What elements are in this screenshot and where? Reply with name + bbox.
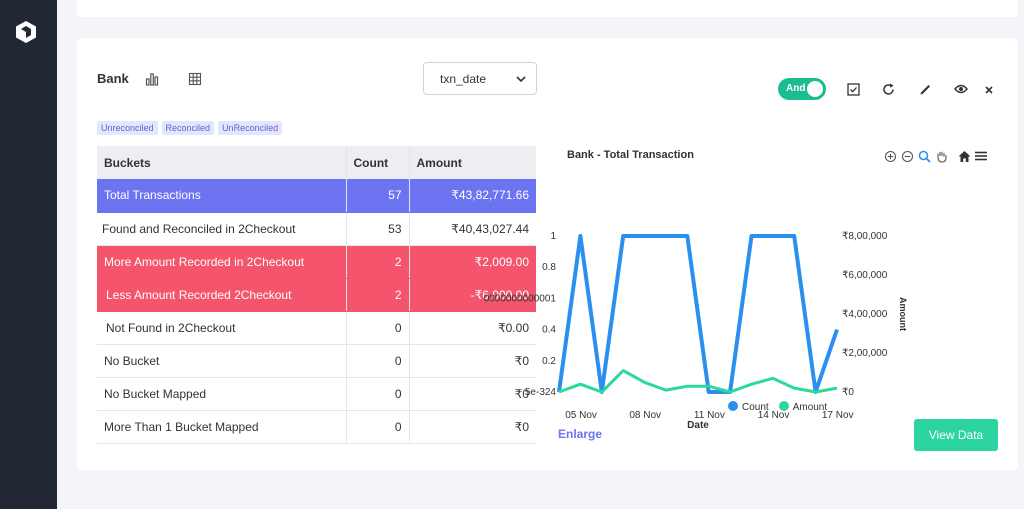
legend-count-label: Count <box>742 402 769 413</box>
bucket-count: 0 <box>345 410 409 444</box>
header-amount: Amount <box>408 146 536 179</box>
zoom-in-icon[interactable] <box>883 149 897 163</box>
y-right-axis-title: Amount <box>898 297 908 331</box>
bank-card: Bank txn_date And Unreconciled Reconcile… <box>77 38 1018 470</box>
y-right-tick-label: ₹0 <box>842 387 854 398</box>
bucket-amount: ₹0.00 <box>408 311 536 345</box>
y-left-tick-label: 5e-324 <box>525 387 557 398</box>
x-tick-label: 08 Nov <box>629 410 661 421</box>
bucket-name: Not Found in 2Checkout <box>97 311 346 345</box>
tag-unreconciled-alt[interactable]: UnReconciled <box>218 121 283 135</box>
y-left-tick-label: 0.8 <box>542 262 556 273</box>
chart-title: Bank - Total Transaction <box>567 149 694 161</box>
series-line-amount[interactable] <box>558 369 838 394</box>
bucket-amount: ₹0 <box>408 344 536 378</box>
header-count: Count <box>345 146 409 179</box>
y-right-tick-label: ₹8,00,000 <box>842 231 888 242</box>
x-axis-title: Date <box>687 420 709 431</box>
bucket-count: 0 <box>345 344 409 378</box>
y-right-tick-label: ₹2,00,000 <box>842 348 888 359</box>
legend-amount-label: Amount <box>792 402 828 413</box>
tag-unreconciled[interactable]: Unreconciled <box>97 121 158 135</box>
bucket-count: 0 <box>345 377 409 411</box>
edit-pencil-icon[interactable] <box>917 81 933 97</box>
chevron-down-icon <box>516 76 526 83</box>
y-left-tick-label: 1 <box>550 231 556 242</box>
x-tick-label: 05 Nov <box>565 410 597 421</box>
bucket-count: 53 <box>345 212 409 246</box>
table-row[interactable]: More Amount Recorded in 2Checkout 2 ₹2,0… <box>97 245 536 279</box>
toggle-label: And <box>786 83 806 94</box>
bucket-name: Total Transactions <box>97 179 346 213</box>
zoom-out-icon[interactable] <box>900 149 914 163</box>
filter-tags: Unreconciled Reconciled UnReconciled <box>97 121 283 135</box>
card-title: Bank <box>97 71 129 86</box>
chart-toolbar <box>883 149 988 163</box>
series-line-count[interactable] <box>557 234 839 394</box>
toggle-knob <box>807 81 823 97</box>
app-logo-icon[interactable] <box>14 20 38 44</box>
table-row[interactable]: No Bucket 0 ₹0 <box>97 344 536 378</box>
pan-hand-icon[interactable] <box>934 149 948 163</box>
previous-card <box>77 0 1018 17</box>
table-row[interactable]: Not Found in 2Checkout 0 ₹0.00 <box>97 311 536 345</box>
bucket-count: 57 <box>345 179 409 213</box>
bar-chart-icon[interactable] <box>144 71 160 87</box>
x-tick-label: 11 Nov <box>694 410 725 421</box>
bucket-count: 2 <box>345 245 409 279</box>
table-row[interactable]: More Than 1 Bucket Mapped 0 ₹0 <box>97 410 536 444</box>
y-right-tick-label: ₹4,00,000 <box>842 309 888 320</box>
legend-item-count[interactable]: Count <box>728 401 769 413</box>
table-row[interactable]: No Bucket Mapped 0 ₹0 <box>97 377 536 411</box>
bucket-name: No Bucket Mapped <box>97 377 346 411</box>
refresh-icon[interactable] <box>880 81 896 97</box>
x-tick-label: 14 Nov <box>758 410 790 421</box>
x-tick-label: 17 Nov <box>822 410 854 421</box>
table-row[interactable]: Total Transactions 57 ₹43,82,771.66 <box>97 179 536 213</box>
table-view-icon[interactable] <box>187 71 203 87</box>
bucket-amount: ₹0 <box>408 377 536 411</box>
y-left-tick-label: 0.4 <box>542 325 556 336</box>
bucket-amount: -₹6,000.00 <box>408 278 536 312</box>
and-or-toggle[interactable]: And <box>778 78 826 100</box>
enlarge-link[interactable]: Enlarge <box>558 427 603 441</box>
table-row[interactable]: Found and Reconciled in 2Checkout 53 ₹40… <box>97 212 536 246</box>
transaction-line-chart[interactable]: 5e-324 0.2 0.4 0000000000001 0.8 1 ₹0 ₹2,00,000… <box>407 140 927 431</box>
tag-reconciled[interactable]: Reconciled <box>161 121 215 135</box>
date-field-value: txn_date <box>440 72 487 86</box>
bucket-amount: ₹0 <box>408 410 536 444</box>
menu-icon[interactable] <box>974 149 988 163</box>
y-left-tick-label: 0.2 <box>542 356 556 367</box>
legend-item-amount[interactable]: Amount <box>778 401 828 413</box>
close-icon[interactable] <box>981 82 997 98</box>
bucket-count: 2 <box>345 278 409 312</box>
checkbox-icon[interactable] <box>845 81 861 97</box>
home-reset-icon[interactable] <box>957 149 971 163</box>
sidebar <box>0 0 57 509</box>
bucket-name: Found and Reconciled in 2Checkout <box>97 212 346 246</box>
bucket-name: More Than 1 Bucket Mapped <box>97 410 346 444</box>
bucket-name: More Amount Recorded in 2Checkout <box>97 245 346 279</box>
y-left-tick-label: 0000000000001 <box>484 293 557 304</box>
bucket-amount: ₹40,43,027.44 <box>408 212 536 246</box>
chart-legend: Count Amount <box>728 401 827 413</box>
bucket-name: No Bucket <box>97 344 346 378</box>
buckets-table: Buckets Count Amount Total Transactions … <box>97 146 536 444</box>
table-header-row: Buckets Count Amount <box>97 146 536 179</box>
date-field-select[interactable]: txn_date <box>423 62 537 95</box>
selection-zoom-icon[interactable] <box>917 149 931 163</box>
table-row[interactable]: Less Amount Recorded 2Checkout 2 -₹6,000… <box>97 278 536 312</box>
bucket-amount: ₹43,82,771.66 <box>408 179 536 213</box>
bucket-amount: ₹2,009.00 <box>408 245 536 279</box>
view-data-button[interactable]: View Data <box>914 419 998 451</box>
bucket-count: 0 <box>345 311 409 345</box>
y-right-tick-label: ₹6,00,000 <box>842 270 888 281</box>
bucket-name: Less Amount Recorded 2Checkout <box>97 278 346 312</box>
header-buckets: Buckets <box>97 146 346 179</box>
eye-icon[interactable] <box>953 81 969 97</box>
